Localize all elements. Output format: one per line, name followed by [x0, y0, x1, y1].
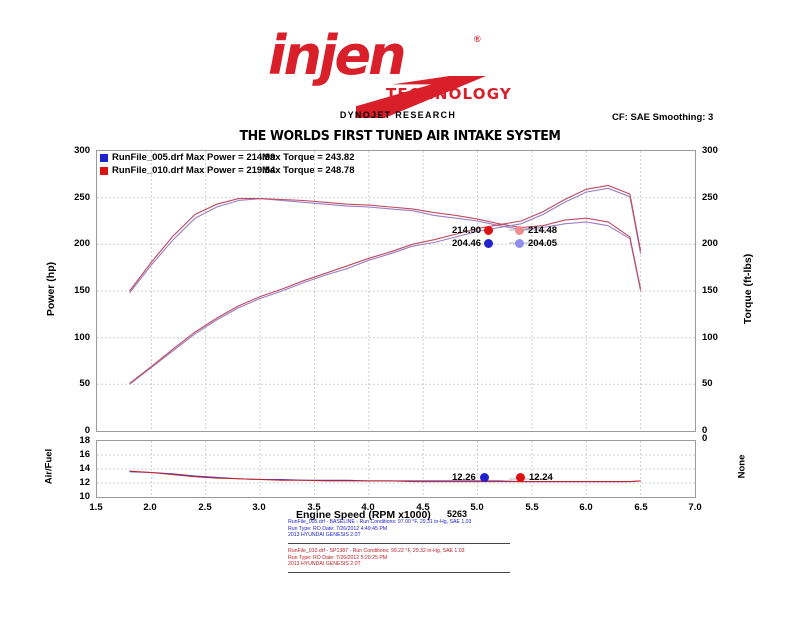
af-tick-left: 10 [79, 491, 90, 502]
run-info-line: RunFile_010.drf - SP1387 - Run Condition… [288, 548, 465, 554]
x-tick: 6.5 [634, 502, 648, 513]
power-value-blue: 204.46 [452, 238, 482, 249]
af-tick-left: 18 [79, 435, 90, 446]
chart-legend: RunFile_005.drf Max Power = 214.99 Max T… [100, 152, 355, 177]
correction-factor-label: CF: SAE Smoothing: 3 [612, 112, 714, 123]
y-tick-left: 300 [74, 145, 90, 156]
legend-row: RunFile_005.drf Max Power = 214.99 Max T… [100, 152, 355, 165]
x-tick: 4.5 [416, 502, 430, 513]
torque-value-red: 214.90 [452, 225, 482, 236]
y-axis-title-power: Power (hp) [45, 261, 57, 317]
air-fuel-plot [96, 440, 696, 498]
power-torque-plot [96, 150, 696, 432]
y-tick-right: 200 [702, 238, 718, 249]
y-tick-right: 100 [702, 332, 718, 343]
run-info-line: Run Type: RO Date: 7/26/2012 4:49:45 PM [288, 525, 388, 532]
y-axis-title-torque: Torque (ft-lbs) [742, 253, 754, 325]
run-info-line: RunFile_005.drf - BASELINE - Run Conditi… [288, 519, 472, 525]
af-curve-baseline [129, 471, 641, 483]
run-info-line: 2013 HYUNDAI GENESIS 2.0T [288, 532, 361, 539]
y-tick-right: 300 [702, 145, 718, 156]
af-tick-left: 14 [79, 463, 90, 474]
af-callout-tuned: 12.24 [516, 472, 553, 483]
x-tick: 5.5 [525, 502, 539, 513]
run-info-line: Run Type: RO Date: 7/26/2012 5:20:25 PM [288, 554, 388, 561]
y-tick-right: 50 [702, 378, 713, 389]
chart-title: THE WORLDS FIRST TUNED AIR INTAKE SYSTEM [239, 128, 561, 144]
cursor-rpm-marker: 5263 [447, 509, 468, 519]
y-tick-right: 0 [702, 425, 708, 436]
af-dot-red [516, 473, 525, 482]
y-tick-right: 250 [702, 192, 718, 203]
af-curve-tuned [129, 470, 641, 483]
y-tick-left: 0 [84, 425, 90, 436]
registered-trademark-icon: ® [474, 34, 481, 44]
x-tick: 2.5 [198, 502, 212, 513]
footer-divider [288, 543, 510, 544]
power-value-lightblue: 204.05 [528, 238, 558, 249]
af-tick-right-zero: 0 [702, 433, 708, 444]
power-dot-lightblue [515, 239, 524, 248]
power-callout-baseline-value: 204.46 [452, 238, 494, 249]
injen-logo: injen ® TECHNOLOGY [268, 24, 528, 118]
legend-file-label: RunFile_005.drf Max Power = 214.99 [112, 152, 276, 163]
y-tick-left: 200 [74, 238, 90, 249]
power-curve-baseline [129, 187, 642, 385]
legend-row: RunFile_010.drf Max Power = 219.54 Max T… [100, 165, 355, 178]
af-tick-left: 12 [79, 477, 90, 488]
af-callout-baseline: 12.26 [452, 472, 489, 483]
run-info-block-baseline: RunFile_005.drf - BASELINE - Run Conditi… [288, 519, 471, 539]
torque-curve-tuned [129, 198, 642, 292]
power-curve-tuned [129, 184, 642, 384]
y-tick-left: 100 [74, 332, 90, 343]
run-info-line: 2013 HYUNDAI GENESIS 2.0T [288, 561, 361, 568]
torque-value-pink: 214.48 [528, 225, 558, 236]
vertical-gridlines [150, 151, 642, 431]
x-tick: 3.5 [307, 502, 321, 513]
logo-subtitle: TECHNOLOGY [386, 85, 512, 103]
af-axis-title-right: None [736, 454, 748, 479]
power-torque-svg [97, 151, 695, 431]
y-tick-left: 250 [74, 192, 90, 203]
torque-curve-baseline [129, 198, 642, 294]
logo-wordmark: injen [268, 24, 407, 87]
y-tick-right: 150 [702, 285, 718, 296]
run-info-block-tuned: RunFile_010.drf - SP1387 - Run Condition… [288, 548, 465, 568]
torque-callout-tuned-value: 214.48 [515, 225, 557, 236]
torque-dot-pink [515, 226, 524, 235]
torque-callout-baseline-value: 214.90 [452, 225, 494, 236]
x-tick: 2.0 [143, 502, 157, 513]
af-horizontal-gridlines [97, 454, 695, 484]
x-tick: 5.0 [470, 502, 484, 513]
af-vertical-gridlines [150, 441, 642, 497]
legend-file-label: RunFile_010.drf Max Power = 219.54 [112, 164, 276, 176]
power-dot-blue [484, 239, 494, 248]
dynojet-research-label: DYNOJET RESEARCH [339, 110, 457, 120]
footer-divider [288, 572, 510, 573]
legend-swatch-baseline [100, 154, 108, 163]
x-axis-title: Engine Speed (RPM x1000) [296, 509, 431, 521]
x-tick: 1.5 [89, 502, 103, 513]
x-tick: 4.0 [361, 502, 375, 513]
power-callout-tuned-value: 204.05 [515, 238, 557, 249]
x-tick: 3.0 [252, 502, 266, 513]
x-tick: 7.0 [688, 502, 702, 513]
af-tick-left: 16 [79, 449, 90, 460]
legend-swatch-tuned [100, 166, 108, 175]
air-fuel-svg [97, 441, 695, 497]
torque-dot-red [484, 226, 494, 235]
legend-torque-label: Max Torque = 243.82 [262, 152, 355, 163]
y-tick-left: 150 [74, 285, 90, 296]
af-value-blue: 12.26 [452, 472, 476, 483]
y-tick-left: 50 [79, 378, 90, 389]
x-tick: 6.0 [579, 502, 593, 513]
legend-torque-label: Max Torque = 248.78 [262, 164, 355, 176]
af-axis-title: Air/Fuel [43, 448, 55, 485]
af-dot-blue [479, 473, 489, 482]
af-value-red: 12.24 [529, 472, 553, 483]
